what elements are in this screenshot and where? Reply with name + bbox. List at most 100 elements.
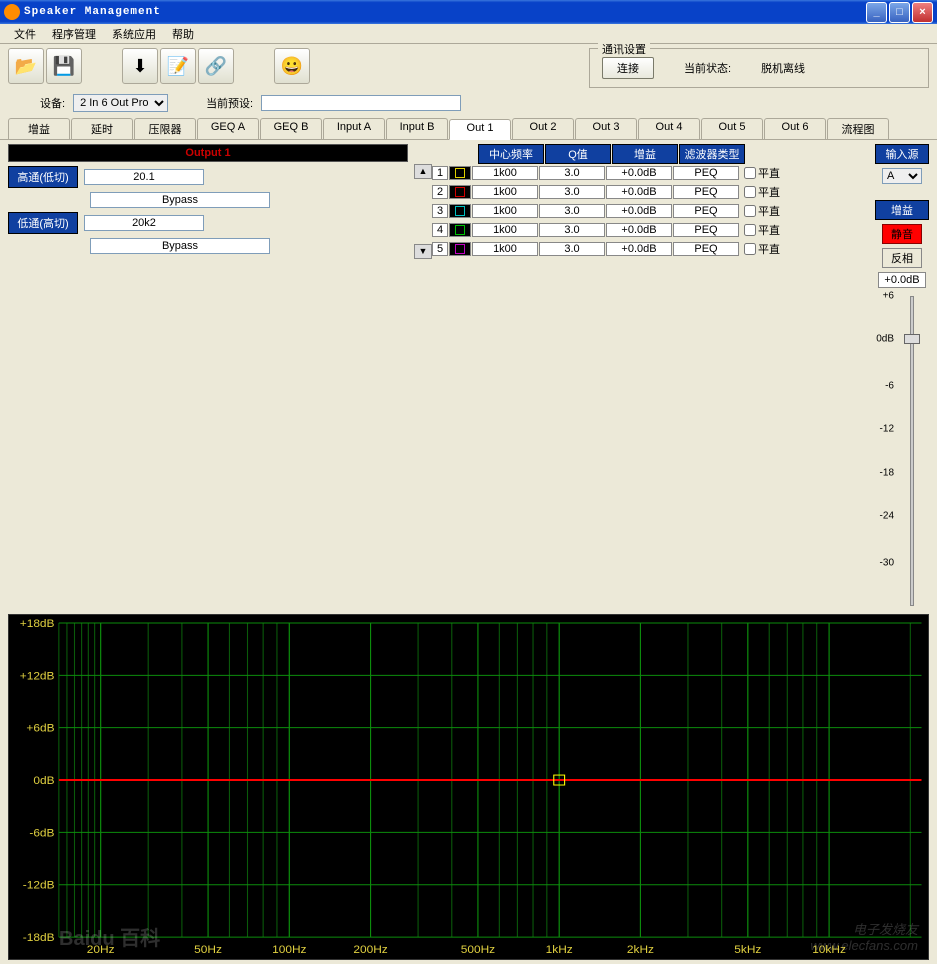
peq-gain-input[interactable]: +0.0dB [606, 204, 672, 218]
slider-tick: -6 [885, 380, 894, 391]
tab-GEQ B[interactable]: GEQ B [260, 118, 322, 139]
invert-button[interactable]: 反相 [882, 248, 922, 268]
maximize-button[interactable]: □ [889, 2, 910, 23]
tab-增益[interactable]: 增益 [8, 118, 70, 139]
status-value: 脱机离线 [761, 60, 805, 76]
peq-type-select[interactable]: PEQ [673, 223, 739, 237]
toolbar: 📂 💾 ⬇ 📝 🔗 😀 通讯设置 连接 当前状态: 脱机离线 [0, 44, 937, 92]
tab-Input B[interactable]: Input B [386, 118, 448, 139]
connect-button[interactable]: 连接 [602, 57, 654, 79]
peq-row: 5 1k003.0+0.0dBPEQ 平直 [432, 240, 869, 258]
peq-freq-input[interactable]: 1k00 [472, 166, 538, 180]
tab-Out 3[interactable]: Out 3 [575, 118, 637, 139]
tab-Out 4[interactable]: Out 4 [638, 118, 700, 139]
tab-压限器[interactable]: 压限器 [134, 118, 196, 139]
about-button[interactable]: 😀 [274, 48, 310, 84]
peq-freq-input[interactable]: 1k00 [472, 223, 538, 237]
hp-freq-input[interactable] [84, 169, 204, 185]
peq-color-swatch[interactable] [449, 223, 471, 237]
app-icon [4, 4, 20, 20]
device-label: 设备: [40, 95, 65, 111]
menu-文件[interactable]: 文件 [6, 24, 44, 44]
peq-index[interactable]: 1 [432, 166, 448, 180]
peq-flat-checkbox[interactable]: 平直 [744, 203, 780, 219]
tab-Out 2[interactable]: Out 2 [512, 118, 574, 139]
peq-gain-input[interactable]: +0.0dB [606, 185, 672, 199]
source-select[interactable]: AB [882, 168, 922, 184]
menu-系统应用[interactable]: 系统应用 [104, 24, 164, 44]
download-button[interactable]: ⬇ [122, 48, 158, 84]
menu-帮助[interactable]: 帮助 [164, 24, 202, 44]
hp-type-input[interactable] [90, 192, 270, 208]
tab-延时[interactable]: 延时 [71, 118, 133, 139]
device-row: 设备: 2 In 6 Out Pro 当前预设: [0, 92, 937, 118]
tab-流程图[interactable]: 流程图 [827, 118, 889, 139]
lp-freq-input[interactable] [84, 215, 204, 231]
peq-freq-input[interactable]: 1k00 [472, 185, 538, 199]
close-button[interactable]: × [912, 2, 933, 23]
minimize-button[interactable]: _ [866, 2, 887, 23]
gain-slider[interactable]: +60dB-6-12-18-24-30 [882, 296, 922, 606]
peq-freq-input[interactable]: 1k00 [472, 204, 538, 218]
svg-text:100Hz: 100Hz [272, 944, 307, 955]
peq-type-select[interactable]: PEQ [673, 204, 739, 218]
peq-header-cell: 滤波器类型 [679, 144, 745, 164]
peq-row: 4 1k003.0+0.0dBPEQ 平直 [432, 221, 869, 239]
peq-panel: 中心频率Q值增益滤波器类型 ▲ ▼ 11k003.0+0.0dBPEQ 平直21… [414, 144, 869, 606]
peq-q-input[interactable]: 3.0 [539, 242, 605, 256]
peq-type-select[interactable]: PEQ [673, 166, 739, 180]
peq-gain-input[interactable]: +0.0dB [606, 242, 672, 256]
save-button[interactable]: 💾 [46, 48, 82, 84]
network-button[interactable]: 🔗 [198, 48, 234, 84]
peq-flat-checkbox[interactable]: 平直 [744, 241, 780, 257]
tab-Input A[interactable]: Input A [323, 118, 385, 139]
lp-type-input[interactable] [90, 238, 270, 254]
peq-color-swatch[interactable] [449, 166, 471, 180]
tab-Out 1[interactable]: Out 1 [449, 119, 511, 140]
svg-text:50Hz: 50Hz [194, 944, 222, 955]
peq-index[interactable]: 5 [432, 242, 448, 256]
peq-color-swatch[interactable] [449, 204, 471, 218]
peq-type-select[interactable]: PEQ [673, 242, 739, 256]
peq-type-select[interactable]: PEQ [673, 185, 739, 199]
tab-Out 5[interactable]: Out 5 [701, 118, 763, 139]
peq-row: 2 1k003.0+0.0dBPEQ 平直 [432, 183, 869, 201]
slider-tick: -18 [880, 467, 894, 478]
open-button[interactable]: 📂 [8, 48, 44, 84]
output-title: Output 1 [8, 144, 408, 162]
gain-header: 增益 [875, 200, 929, 220]
scroll-down-button[interactable]: ▼ [414, 244, 432, 259]
svg-text:-6dB: -6dB [29, 828, 55, 839]
svg-text:+18dB: +18dB [20, 618, 55, 629]
tab-Out 6[interactable]: Out 6 [764, 118, 826, 139]
peq-color-swatch[interactable] [449, 242, 471, 256]
peq-flat-checkbox[interactable]: 平直 [744, 222, 780, 238]
peq-q-input[interactable]: 3.0 [539, 223, 605, 237]
preset-input[interactable] [261, 95, 461, 111]
peq-flat-checkbox[interactable]: 平直 [744, 184, 780, 200]
peq-q-input[interactable]: 3.0 [539, 204, 605, 218]
peq-color-swatch[interactable] [449, 185, 471, 199]
peq-gain-input[interactable]: +0.0dB [606, 166, 672, 180]
scroll-up-button[interactable]: ▲ [414, 164, 432, 179]
preset-label: 当前预设: [206, 95, 253, 111]
svg-text:0dB: 0dB [33, 775, 55, 786]
mute-button[interactable]: 静音 [882, 224, 922, 244]
peq-freq-input[interactable]: 1k00 [472, 242, 538, 256]
peq-gain-input[interactable]: +0.0dB [606, 223, 672, 237]
peq-index[interactable]: 2 [432, 185, 448, 199]
peq-q-input[interactable]: 3.0 [539, 166, 605, 180]
svg-text:200Hz: 200Hz [353, 944, 388, 955]
device-select[interactable]: 2 In 6 Out Pro [73, 94, 168, 112]
slider-thumb[interactable] [904, 334, 920, 344]
peq-flat-checkbox[interactable]: 平直 [744, 165, 780, 181]
peq-header-cell: 增益 [612, 144, 678, 164]
tab-GEQ A[interactable]: GEQ A [197, 118, 259, 139]
peq-q-input[interactable]: 3.0 [539, 185, 605, 199]
menu-程序管理[interactable]: 程序管理 [44, 24, 104, 44]
edit-button[interactable]: 📝 [160, 48, 196, 84]
peq-index[interactable]: 4 [432, 223, 448, 237]
svg-text:1kHz: 1kHz [546, 944, 573, 955]
comm-legend: 通讯设置 [598, 41, 650, 57]
peq-index[interactable]: 3 [432, 204, 448, 218]
